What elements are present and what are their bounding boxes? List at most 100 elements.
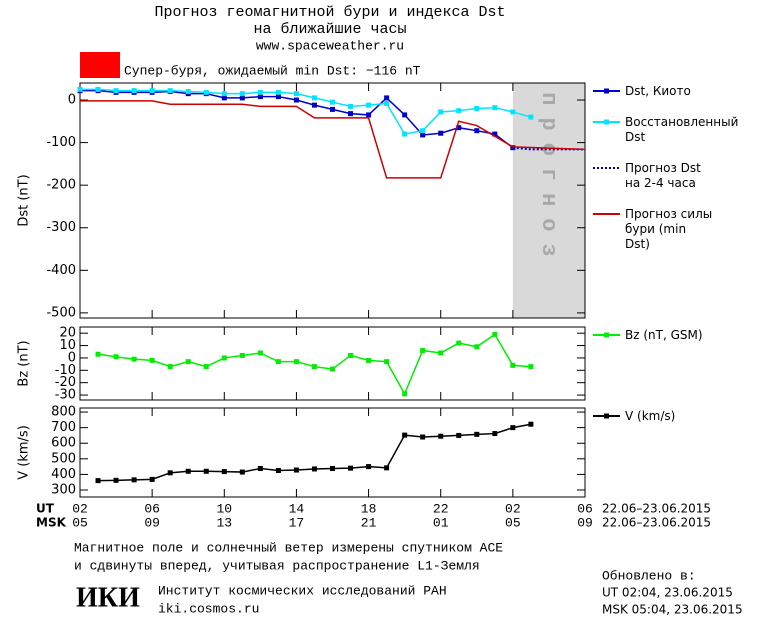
point (167, 88, 173, 94)
point (239, 95, 245, 101)
x-tick-label: 14 (289, 501, 305, 516)
y-tick-label: 300 (51, 482, 76, 497)
series-line (80, 100, 586, 179)
point (221, 95, 227, 101)
point (366, 357, 372, 363)
plot-frame (79, 82, 586, 319)
legend-label: Dst, Киото (625, 84, 691, 98)
point (402, 112, 408, 118)
point (167, 364, 173, 370)
point (149, 357, 155, 363)
point (510, 362, 516, 368)
legend-marker (604, 119, 609, 125)
legend-label-line: Bz (nT, GSM) (625, 328, 703, 342)
point (203, 89, 209, 95)
x-tick-label-msk: 21 (361, 515, 377, 530)
x-tick-label: 06 (577, 501, 593, 516)
point (456, 432, 462, 438)
point (528, 364, 534, 370)
legend-label: Прогноз силы бури (min Dst) (625, 207, 712, 251)
point (474, 106, 480, 112)
x-tick-label: 18 (361, 501, 377, 516)
point (221, 469, 227, 475)
point (330, 99, 335, 105)
legend-label-line: V (km/s) (625, 409, 675, 423)
point (167, 470, 173, 476)
point (528, 421, 534, 427)
x-tick-label: 10 (216, 501, 232, 516)
point (239, 91, 245, 97)
point (221, 355, 227, 361)
point (95, 86, 101, 92)
point (384, 359, 390, 365)
point (311, 102, 317, 108)
y-tick-label: 10 (59, 338, 76, 353)
x-row-label: MSK (36, 516, 67, 530)
point (384, 100, 390, 106)
x-tick-label-msk: 01 (433, 515, 449, 530)
point (203, 468, 209, 474)
series-line (98, 423, 532, 482)
point (420, 348, 426, 354)
x-tick-label: 02 (72, 501, 88, 516)
point (348, 111, 354, 117)
point (348, 352, 354, 358)
legend-label-line: Восстановленный (625, 115, 738, 129)
point (257, 89, 263, 95)
point (510, 109, 516, 115)
point (257, 350, 263, 356)
legend-label-line: Dst (625, 130, 645, 144)
x-tick-label-msk: 09 (577, 515, 593, 530)
y-tick-label: -300 (46, 220, 76, 235)
point (311, 466, 317, 472)
forecast-label: прогноз (536, 92, 561, 268)
note: Магнитное поле и солнечный ветер измерен… (74, 540, 503, 555)
point (366, 102, 372, 108)
y-axis-label: V (km/s) (17, 425, 32, 480)
alert-swatch (80, 52, 120, 78)
point (131, 356, 137, 362)
point (438, 350, 444, 356)
y-tick-label: -500 (46, 305, 76, 320)
y-tick-label: 0 (68, 93, 76, 108)
point (366, 464, 372, 470)
y-tick-label: 600 (51, 436, 76, 451)
point (456, 340, 462, 346)
alert-text: Супер-буря, ожидаемый min Dst: −116 nT (124, 63, 421, 78)
point (438, 433, 444, 439)
point (438, 130, 444, 136)
updated-msk: MSK 05:04, 23.06.2015 (602, 603, 743, 617)
x-tick-label: 22 (433, 501, 449, 516)
y-tick-label: 500 (51, 451, 76, 466)
point (113, 354, 119, 360)
point (366, 112, 372, 118)
legend-label: Прогноз Dst на 2-4 часа (625, 161, 701, 190)
point (492, 331, 498, 337)
point (510, 425, 516, 431)
point (149, 88, 155, 94)
point (492, 131, 498, 137)
point (293, 467, 299, 473)
point (420, 132, 426, 138)
point (402, 391, 408, 397)
y-tick-label: -10 (55, 363, 76, 378)
point (275, 94, 281, 100)
logo: ИКИ (76, 582, 140, 613)
point (185, 359, 191, 365)
point (257, 465, 263, 471)
point (528, 114, 534, 120)
point (330, 106, 335, 112)
x-tick-label-msk: 05 (72, 515, 88, 530)
point (293, 97, 299, 103)
x-date-range: 22.06–23.06.2015 (602, 502, 711, 516)
y-tick-label: 0 (68, 350, 76, 365)
y-axis-label: Dst (nT) (17, 174, 32, 226)
legend-label: Восстановленный Dst (625, 115, 738, 144)
legend-label: V (km/s) (625, 409, 675, 423)
point (384, 95, 390, 101)
point (149, 476, 155, 482)
point (275, 359, 281, 365)
point (185, 468, 191, 474)
legend-label-line: Прогноз силы (625, 207, 712, 221)
